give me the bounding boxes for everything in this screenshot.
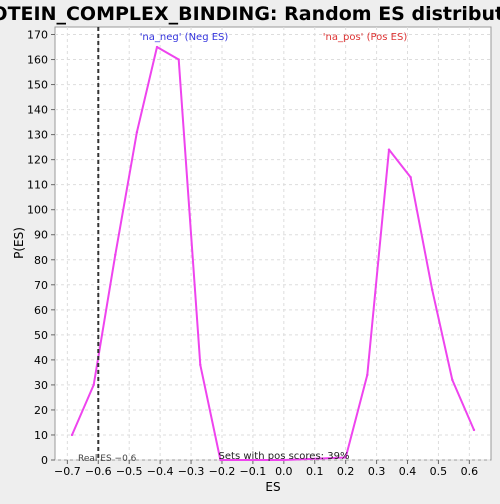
y-tick-label: 30 bbox=[34, 379, 48, 392]
data-point bbox=[282, 458, 286, 462]
data-point bbox=[92, 383, 95, 387]
y-tick-label: 100 bbox=[27, 204, 48, 217]
data-point bbox=[155, 45, 159, 49]
data-point bbox=[114, 253, 117, 256]
x-tick-label: −0.2 bbox=[209, 465, 236, 478]
data-point bbox=[431, 288, 434, 292]
x-tick-label: −0.7 bbox=[54, 465, 81, 478]
x-tick-label: 0.3 bbox=[368, 465, 386, 478]
y-tick-label: 120 bbox=[27, 154, 48, 167]
annotations: 'na_neg' (Neg ES) 'na_pos' (Pos ES) Sets w… bbox=[78, 27, 407, 464]
data-point bbox=[177, 58, 180, 61]
axes: 0 10 20 30 40 50 60 70 80 90 100 110 120 130 140 150 160… bbox=[27, 29, 478, 478]
data-point bbox=[70, 433, 74, 437]
data-point bbox=[451, 378, 454, 382]
pos-scores-label: Sets with pos scores: 39% bbox=[219, 451, 350, 462]
data-point bbox=[135, 130, 139, 134]
data-point bbox=[344, 456, 347, 459]
y-tick-label: 50 bbox=[34, 329, 48, 342]
chart-title: PROTEIN_COMPLEX_BINDING: Random ES distr… bbox=[0, 3, 500, 25]
y-tick-label: 60 bbox=[34, 304, 48, 317]
y-axis-label: P(ES) bbox=[12, 227, 26, 259]
y-tick-label: 170 bbox=[27, 29, 48, 42]
y-tick-label: 70 bbox=[34, 279, 48, 292]
y-tick-label: 130 bbox=[27, 129, 48, 142]
pos-es-label: 'na_pos' (Pos ES) bbox=[323, 32, 408, 43]
x-tick-label: 0.5 bbox=[430, 465, 448, 478]
x-tick-label: 0.6 bbox=[461, 465, 479, 478]
neg-es-label: 'na_neg' (Neg ES) bbox=[140, 32, 229, 43]
data-point bbox=[199, 363, 202, 367]
y-tick-label: 80 bbox=[34, 254, 48, 267]
data-point bbox=[409, 175, 412, 179]
data-point bbox=[219, 458, 222, 462]
series-layer bbox=[70, 45, 476, 462]
y-tick-label: 140 bbox=[27, 104, 48, 117]
x-tick-label: 0.2 bbox=[337, 465, 355, 478]
x-tick-label: −0.6 bbox=[85, 465, 112, 478]
y-tick-label: 40 bbox=[34, 354, 48, 367]
y-tick-label: 0 bbox=[41, 454, 48, 467]
x-tick-label: 0.0 bbox=[275, 465, 293, 478]
y-tick-label: 10 bbox=[34, 429, 48, 442]
real-es-label: Real ES −0.6 bbox=[78, 454, 137, 464]
data-point bbox=[366, 373, 369, 377]
x-tick-label: −0.5 bbox=[116, 465, 143, 478]
data-point bbox=[472, 428, 476, 432]
y-tick-label: 150 bbox=[27, 79, 48, 92]
series-line bbox=[71, 46, 475, 461]
y-tick-label: 160 bbox=[27, 54, 48, 67]
x-tick-label: −0.4 bbox=[147, 465, 174, 478]
x-tick-label: 0.1 bbox=[306, 465, 324, 478]
y-tick-label: 20 bbox=[34, 404, 48, 417]
x-tick-label: −0.3 bbox=[178, 465, 205, 478]
y-tick-label: 90 bbox=[34, 229, 48, 242]
data-point bbox=[387, 148, 391, 151]
x-tick-label: 0.4 bbox=[399, 465, 417, 478]
y-tick-label: 110 bbox=[27, 179, 48, 192]
x-tick-label: −0.1 bbox=[240, 465, 267, 478]
x-axis-label: ES bbox=[265, 480, 280, 494]
plot-area bbox=[54, 26, 492, 461]
